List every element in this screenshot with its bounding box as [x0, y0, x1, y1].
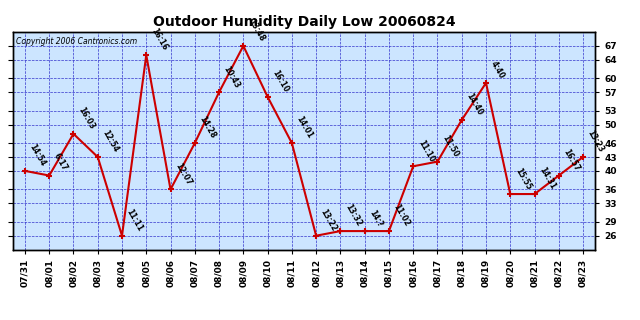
Text: 14:?: 14:?: [367, 208, 384, 228]
Text: 14:31: 14:31: [538, 166, 557, 191]
Text: 14:01: 14:01: [294, 115, 314, 140]
Text: 16:16: 16:16: [149, 27, 169, 52]
Text: 13:23: 13:23: [586, 129, 605, 154]
Text: 12:07: 12:07: [173, 161, 193, 187]
Text: 13:48: 13:48: [246, 18, 266, 43]
Text: 11:50: 11:50: [440, 133, 460, 159]
Text: 11:02: 11:02: [392, 203, 412, 228]
Text: 14:54: 14:54: [28, 143, 47, 168]
Text: 14:28: 14:28: [198, 115, 218, 140]
Text: Copyright 2006 Cantronics.com: Copyright 2006 Cantronics.com: [16, 37, 137, 46]
Text: 4:40: 4:40: [489, 59, 506, 80]
Text: 6:17: 6:17: [52, 152, 69, 173]
Text: 12:54: 12:54: [100, 129, 120, 154]
Text: 15:55: 15:55: [513, 166, 532, 191]
Text: 14:40: 14:40: [465, 92, 484, 117]
Text: 11:11: 11:11: [125, 208, 145, 233]
Title: Outdoor Humidity Daily Low 20060824: Outdoor Humidity Daily Low 20060824: [153, 15, 455, 29]
Text: 16:57: 16:57: [561, 147, 581, 173]
Text: 10:43: 10:43: [222, 64, 242, 89]
Text: 13:22: 13:22: [319, 208, 339, 233]
Text: 16:10: 16:10: [270, 69, 290, 94]
Text: 13:32: 13:32: [343, 203, 363, 228]
Text: 16:03: 16:03: [76, 106, 96, 131]
Text: 11:10: 11:10: [416, 138, 436, 164]
